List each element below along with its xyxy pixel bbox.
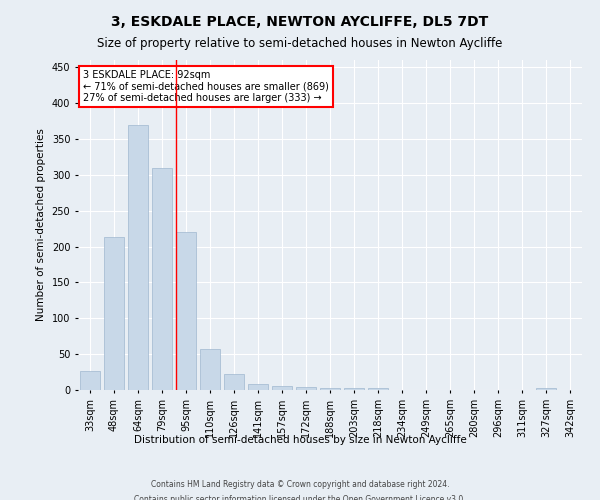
Bar: [536, 388, 556, 390]
Text: 3, ESKDALE PLACE, NEWTON AYCLIFFE, DL5 7DT: 3, ESKDALE PLACE, NEWTON AYCLIFFE, DL5 7…: [112, 15, 488, 29]
Bar: [296, 387, 316, 390]
Bar: [176, 232, 196, 390]
Bar: [128, 124, 148, 390]
Text: Contains public sector information licensed under the Open Government Licence v3: Contains public sector information licen…: [134, 495, 466, 500]
Bar: [152, 168, 172, 390]
Bar: [248, 384, 268, 390]
Text: Distribution of semi-detached houses by size in Newton Aycliffe: Distribution of semi-detached houses by …: [134, 435, 466, 445]
Text: Size of property relative to semi-detached houses in Newton Aycliffe: Size of property relative to semi-detach…: [97, 38, 503, 51]
Bar: [200, 349, 220, 390]
Bar: [80, 370, 100, 390]
Bar: [320, 388, 340, 390]
Bar: [368, 388, 388, 390]
Y-axis label: Number of semi-detached properties: Number of semi-detached properties: [36, 128, 46, 322]
Bar: [104, 237, 124, 390]
Bar: [224, 374, 244, 390]
Bar: [344, 388, 364, 390]
Text: 3 ESKDALE PLACE: 92sqm
← 71% of semi-detached houses are smaller (869)
27% of se: 3 ESKDALE PLACE: 92sqm ← 71% of semi-det…: [83, 70, 329, 103]
Text: Contains HM Land Registry data © Crown copyright and database right 2024.: Contains HM Land Registry data © Crown c…: [151, 480, 449, 489]
Bar: [272, 386, 292, 390]
